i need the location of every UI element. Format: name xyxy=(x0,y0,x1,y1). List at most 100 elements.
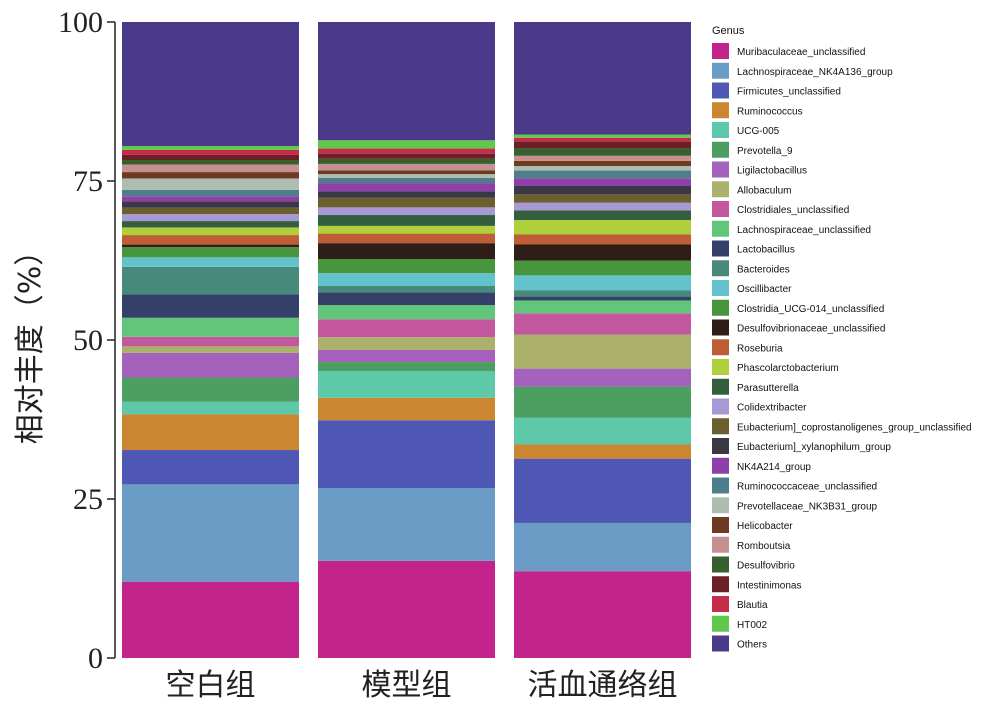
legend-item-label: Prevotellaceae_NK3B31_group xyxy=(737,501,878,512)
bar-segment-3-25 xyxy=(514,160,691,167)
bar-segment-1-8 xyxy=(122,346,299,353)
legend-swatch xyxy=(712,398,729,415)
legend-item-label: Firmicutes_unclassified xyxy=(737,87,841,98)
legend-swatch xyxy=(712,280,729,296)
legend-swatch xyxy=(712,62,729,79)
bar-segment-3-12 xyxy=(514,290,691,297)
bar-segment-2-9 xyxy=(318,319,495,338)
bar-segment-3-29 xyxy=(514,137,691,142)
bar-segment-1-3 xyxy=(122,450,299,485)
category-labels: 空白组 模型组 活血通络组 xyxy=(166,668,678,703)
bar-segment-2-7 xyxy=(318,349,495,363)
bar-segment-2-16 xyxy=(318,233,495,244)
bar-segment-1-25 xyxy=(122,172,299,179)
bar-segment-1-2 xyxy=(122,484,299,582)
legend-swatch xyxy=(712,43,729,59)
legend-item-label: Bacteroides xyxy=(737,264,790,275)
bar-segment-3-2 xyxy=(514,522,691,572)
legend-swatch xyxy=(712,635,729,652)
bar-segment-2-30 xyxy=(318,140,495,149)
legend-title: Genus xyxy=(712,25,745,37)
legend-swatch xyxy=(712,260,729,277)
legend-item-label: Allobaculum xyxy=(737,185,791,196)
y-tick-label: 50 xyxy=(73,324,103,357)
legend-swatch xyxy=(712,240,729,257)
bar-segment-2-1 xyxy=(318,560,495,658)
bar-segment-2-21 xyxy=(318,191,495,198)
bar-segment-2-10 xyxy=(318,305,495,320)
legend-item-label: Clostridiales_unclassified xyxy=(737,205,849,216)
legend-swatch xyxy=(712,339,729,356)
legend-swatch xyxy=(712,201,729,217)
bar-segment-1-24 xyxy=(122,178,299,190)
bar-segment-2-25 xyxy=(318,170,495,175)
bar-segment-2-19 xyxy=(318,207,495,216)
bar-segment-2-4 xyxy=(318,397,495,421)
x-category-label: 活血通络组 xyxy=(528,668,678,703)
bar-segment-1-5 xyxy=(122,401,299,415)
y-tick-label: 75 xyxy=(73,165,103,198)
bar-segment-2-15 xyxy=(318,243,495,260)
legend-item-label: Colidextribacter xyxy=(737,403,807,414)
bar-segment-3-1 xyxy=(514,571,691,658)
legend-swatch xyxy=(712,141,729,158)
legend-item-label: Others xyxy=(737,640,767,651)
bar-segment-1-22 xyxy=(122,196,299,202)
legend-swatch xyxy=(712,161,729,178)
y-tick-label: 0 xyxy=(88,642,103,675)
bar-segment-2-20 xyxy=(318,197,495,208)
legend-swatch xyxy=(712,181,729,198)
bar-segment-1-7 xyxy=(122,352,299,378)
bar-segment-1-1 xyxy=(122,581,299,658)
legend-swatch xyxy=(712,576,729,593)
bar-segment-1-18 xyxy=(122,221,299,228)
bar-segment-2-31 xyxy=(318,22,495,141)
legend-item-label: Lachnospiraceae_NK4A136_group xyxy=(737,67,893,78)
legend-swatch xyxy=(712,299,729,316)
y-axis-label: 相对丰度（%） xyxy=(13,236,48,445)
legend-item-label: Ruminococcus xyxy=(737,106,803,117)
legend-swatch xyxy=(712,615,729,632)
legend-swatch xyxy=(712,418,729,435)
bar-segment-3-8 xyxy=(514,334,691,369)
legend-swatch xyxy=(712,122,729,138)
bar-segment-2-14 xyxy=(318,259,495,274)
bar-segment-3-13 xyxy=(514,275,691,291)
bar-segment-1-17 xyxy=(122,227,299,236)
bar-segment-3-6 xyxy=(514,386,691,418)
bar-segment-3-30 xyxy=(514,134,691,138)
legend-item-label: Ligilactobacillus xyxy=(737,166,807,177)
bar-segment-3-28 xyxy=(514,141,691,149)
bar-segment-1-27 xyxy=(122,160,299,165)
bar-segment-2-18 xyxy=(318,215,495,226)
y-tick-label: 25 xyxy=(73,483,103,516)
legend-item-label: Blautia xyxy=(737,600,768,611)
legend-item-label: Lactobacillus xyxy=(737,245,795,256)
bar-segment-1-15 xyxy=(122,244,299,248)
bar-segment-3-14 xyxy=(514,260,691,276)
bar-segment-2-28 xyxy=(318,153,495,159)
bar-segment-1-31 xyxy=(122,22,299,147)
x-category-label: 空白组 xyxy=(166,668,256,703)
legend-item-label: Parasutterella xyxy=(737,383,799,394)
legend-item-label: Phascolarctobacterium xyxy=(737,363,839,374)
bar-segment-3-16 xyxy=(514,234,691,245)
legend-swatch xyxy=(712,220,729,237)
legend-swatch xyxy=(712,517,729,533)
legend-item-label: Desulfovibrionaceae_unclassified xyxy=(737,324,885,335)
bar-segment-1-20 xyxy=(122,207,299,215)
bar-segment-2-29 xyxy=(318,148,495,154)
bar-segment-1-28 xyxy=(122,154,299,161)
bar-segment-3-26 xyxy=(514,155,691,161)
bar-segment-1-9 xyxy=(122,336,299,347)
bar-segment-1-26 xyxy=(122,164,299,173)
bar-segment-2-13 xyxy=(318,273,495,286)
bar-segment-1-10 xyxy=(122,317,299,337)
legend-item-label: Muribaculaceae_unclassified xyxy=(737,47,865,58)
bar-segment-1-11 xyxy=(122,294,299,318)
y-axis: 0 25 50 75 100 xyxy=(58,6,116,675)
legend-swatch xyxy=(712,319,729,336)
legend-item-label: Romboutsia xyxy=(737,541,791,552)
bar-segment-2-22 xyxy=(318,183,495,192)
bar-segment-2-17 xyxy=(318,225,495,234)
